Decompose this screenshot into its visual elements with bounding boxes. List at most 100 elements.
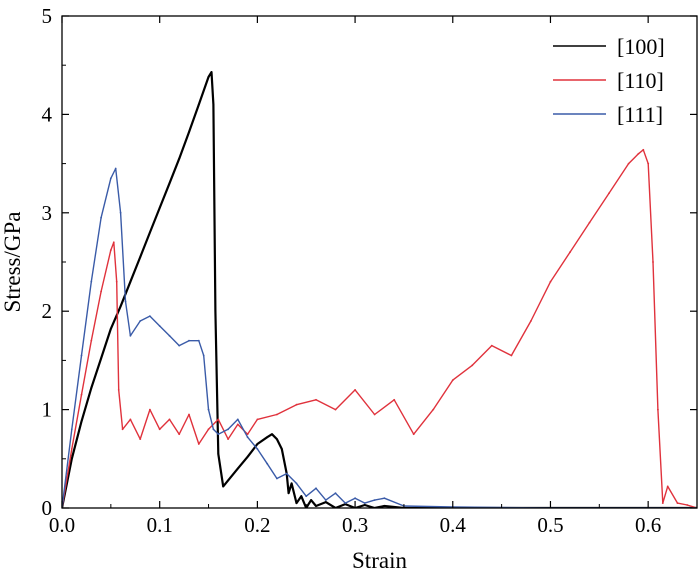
- data-point: [80, 354, 83, 357]
- data-point: [334, 492, 337, 495]
- data-point: [197, 339, 200, 342]
- series-line-0: [62, 70, 697, 508]
- data-point: [266, 462, 269, 465]
- data-point: [324, 499, 327, 501]
- data-point: [188, 131, 190, 134]
- data-point: [530, 320, 532, 322]
- data-point: [637, 152, 640, 155]
- legend: [100] [110] [111]: [553, 34, 665, 127]
- data-point: [117, 389, 120, 391]
- data-point: [121, 428, 124, 431]
- data-point: [393, 398, 396, 401]
- data-point: [197, 443, 200, 445]
- x-axis-ticks: 0.0 0.1 0.2 0.3 0.4 0.5 0.6: [49, 16, 698, 537]
- data-point: [149, 408, 151, 411]
- plot-frame: [61, 15, 698, 509]
- y-tick-label: 0: [42, 496, 53, 520]
- data-point: [70, 448, 73, 450]
- data-point: [412, 433, 415, 436]
- data-point: [647, 162, 650, 165]
- data-point: [588, 221, 591, 224]
- data-point: [197, 103, 200, 106]
- data-point: [569, 251, 571, 254]
- data-point: [383, 505, 386, 507]
- data-point: [212, 428, 215, 431]
- series-line-2: [62, 167, 697, 508]
- data-point: [119, 211, 122, 214]
- data-point: [642, 148, 645, 151]
- data-point: [661, 502, 664, 504]
- data-point: [256, 448, 259, 450]
- x-tick-label: 0.6: [635, 513, 661, 537]
- data-point: [100, 216, 102, 219]
- x-tick-label: 0.4: [440, 513, 467, 537]
- data-point: [383, 497, 386, 500]
- legend-label: [111]: [617, 102, 663, 127]
- y-tick-label: 3: [42, 201, 53, 225]
- y-axis-ticks: 0 1 2 3 4 5: [42, 4, 697, 520]
- data-point: [266, 436, 269, 439]
- data-point: [207, 76, 210, 78]
- legend-label: [100]: [617, 34, 665, 59]
- data-point: [608, 192, 610, 195]
- data-point: [432, 408, 435, 411]
- data-point: [627, 162, 630, 165]
- data-point: [363, 502, 366, 504]
- data-point: [246, 433, 249, 436]
- data-point: [657, 408, 659, 411]
- data-point: [305, 495, 308, 498]
- y-tick-label: 2: [42, 299, 53, 323]
- data-point: [334, 408, 337, 411]
- data-point: [217, 433, 220, 436]
- x-tick-label: 0.0: [49, 513, 75, 537]
- data-point: [168, 334, 171, 337]
- data-point: [202, 354, 205, 357]
- data-point: [490, 344, 493, 347]
- data-point: [115, 280, 118, 283]
- data-point: [158, 207, 161, 209]
- data-point: [246, 436, 249, 439]
- data-point: [256, 418, 259, 421]
- legend-label: [110]: [617, 68, 664, 93]
- data-point: [100, 357, 102, 360]
- data-point: [90, 387, 93, 389]
- data-point: [652, 261, 654, 263]
- data-point: [373, 413, 376, 416]
- data-point: [124, 300, 127, 303]
- data-point: [363, 504, 366, 506]
- data-point: [324, 501, 327, 503]
- data-point: [666, 485, 669, 488]
- data-point: [227, 479, 230, 482]
- data-point: [236, 418, 239, 421]
- data-point: [276, 477, 278, 480]
- x-tick-label: 0.3: [342, 513, 368, 537]
- data-point: [168, 418, 171, 421]
- data-point: [354, 497, 356, 500]
- data-point: [188, 413, 190, 416]
- data-point: [129, 334, 132, 337]
- data-point: [178, 433, 181, 436]
- data-point: [207, 408, 210, 411]
- data-point: [210, 71, 213, 73]
- data-point: [158, 325, 161, 327]
- data-point: [236, 423, 239, 426]
- data-point: [315, 398, 317, 401]
- y-tick-label: 5: [42, 4, 53, 28]
- data-point: [149, 315, 151, 317]
- data-point: [354, 389, 356, 391]
- data-point: [139, 438, 142, 440]
- data-point: [207, 428, 210, 431]
- data-point: [112, 241, 115, 244]
- data-point: [212, 103, 215, 106]
- data-point: [149, 231, 151, 234]
- data-point: [315, 505, 317, 507]
- data-point: [290, 482, 293, 485]
- data-point: [158, 428, 161, 431]
- data-point: [246, 455, 249, 458]
- data-point: [276, 438, 278, 440]
- data-point: [188, 339, 190, 342]
- data-point: [109, 249, 112, 252]
- data-point: [90, 339, 93, 342]
- y-axis-label: Stress/GPa: [0, 212, 25, 313]
